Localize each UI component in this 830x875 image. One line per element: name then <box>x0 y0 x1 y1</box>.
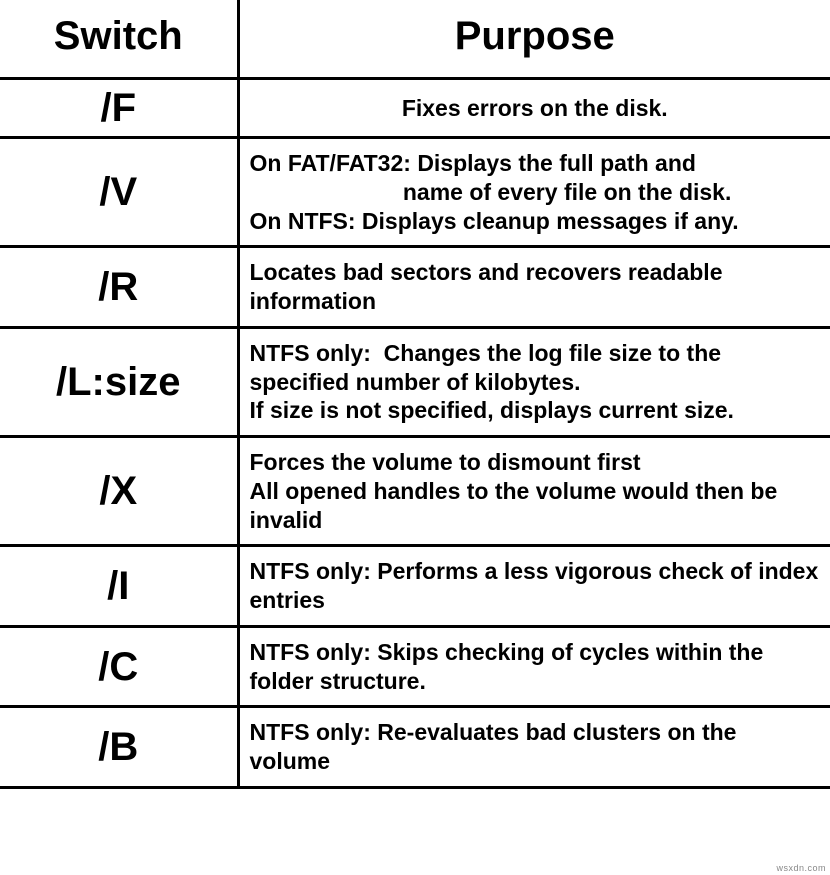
table-row: /BNTFS only: Re-evaluates bad clusters o… <box>0 707 830 788</box>
page: Switch Purpose /FFixes errors on the dis… <box>0 0 830 875</box>
header-switch: Switch <box>0 0 238 79</box>
switch-table: Switch Purpose /FFixes errors on the dis… <box>0 0 830 789</box>
switch-cell: /F <box>0 79 238 138</box>
switch-cell: /X <box>0 437 238 546</box>
table-body: /FFixes errors on the disk./VOn FAT/FAT3… <box>0 79 830 788</box>
purpose-cell: NTFS only: Changes the log file size to … <box>238 327 830 436</box>
switch-cell: /L:size <box>0 327 238 436</box>
table-row: /FFixes errors on the disk. <box>0 79 830 138</box>
table-row: /VOn FAT/FAT32: Displays the full path a… <box>0 138 830 247</box>
purpose-cell: NTFS only: Performs a less vigorous chec… <box>238 546 830 627</box>
purpose-cell: Locates bad sectors and recovers readabl… <box>238 247 830 328</box>
table-row: /INTFS only: Performs a less vigorous ch… <box>0 546 830 627</box>
switch-cell: /B <box>0 707 238 788</box>
purpose-cell: Forces the volume to dismount firstAll o… <box>238 437 830 546</box>
table-row: /CNTFS only: Skips checking of cycles wi… <box>0 626 830 707</box>
watermark: wsxdn.com <box>772 861 830 875</box>
switch-cell: /V <box>0 138 238 247</box>
table-row: /RLocates bad sectors and recovers reada… <box>0 247 830 328</box>
table-row: /XForces the volume to dismount firstAll… <box>0 437 830 546</box>
table-row: /L:sizeNTFS only: Changes the log file s… <box>0 327 830 436</box>
switch-cell: /R <box>0 247 238 328</box>
purpose-cell: NTFS only: Skips checking of cycles with… <box>238 626 830 707</box>
switch-cell: /C <box>0 626 238 707</box>
header-purpose: Purpose <box>238 0 830 79</box>
purpose-cell: On FAT/FAT32: Displays the full path and… <box>238 138 830 247</box>
table-header-row: Switch Purpose <box>0 0 830 79</box>
purpose-cell: NTFS only: Re-evaluates bad clusters on … <box>238 707 830 788</box>
purpose-cell: Fixes errors on the disk. <box>238 79 830 138</box>
switch-cell: /I <box>0 546 238 627</box>
